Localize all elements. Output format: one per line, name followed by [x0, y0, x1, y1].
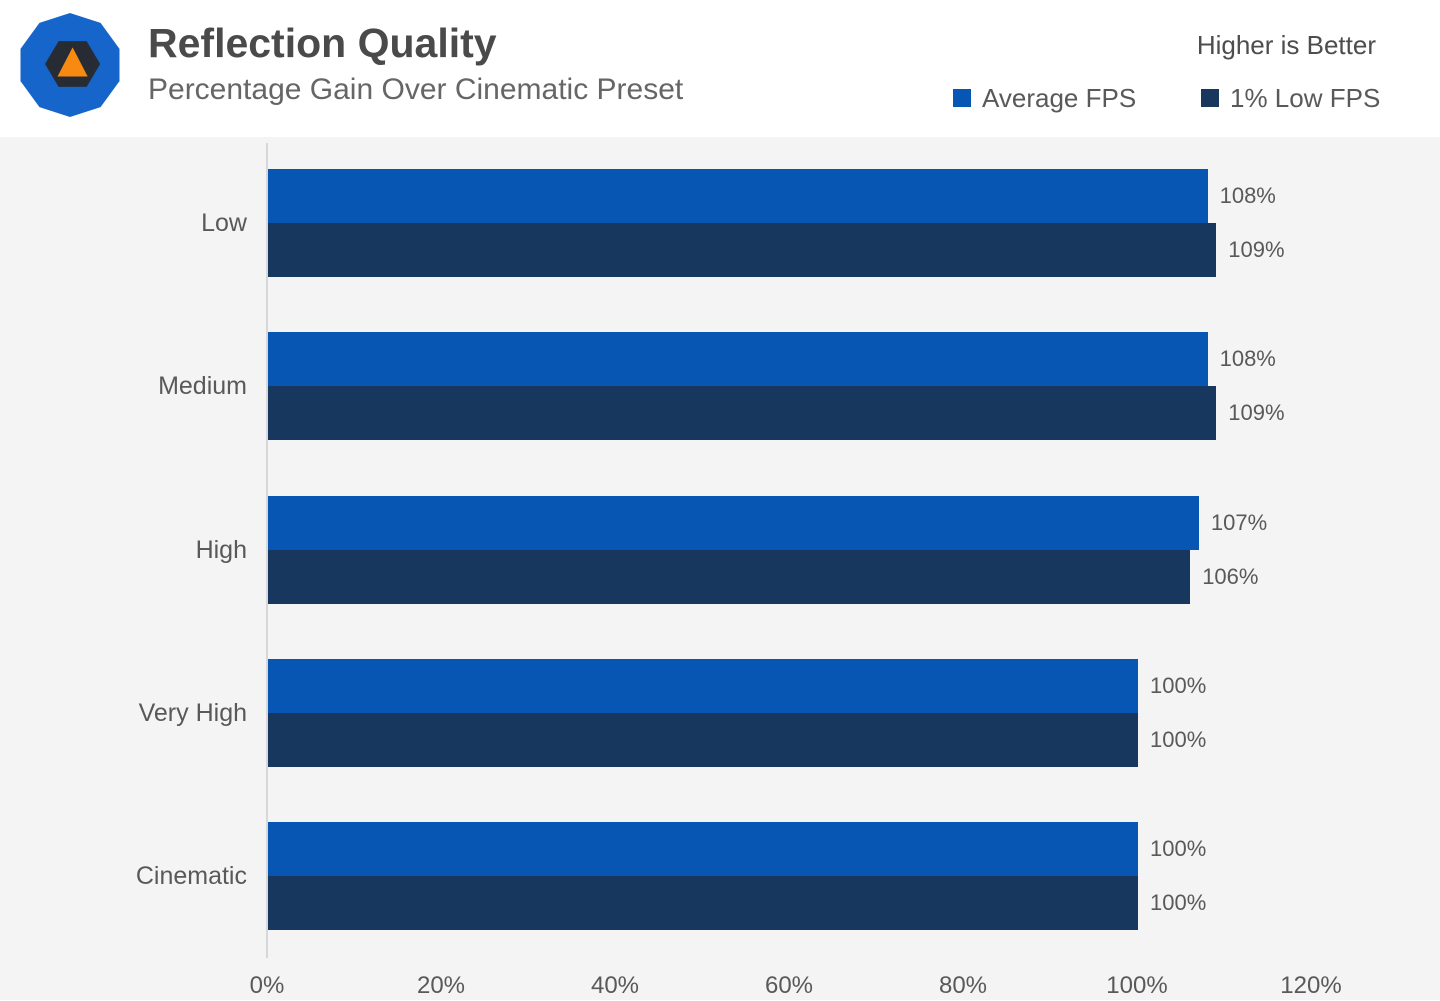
category-label: Low — [201, 209, 247, 237]
x-axis-tick-label: 60% — [764, 972, 814, 999]
bar-average-fps — [268, 658, 1138, 713]
bar-1pct-low-fps — [268, 386, 1217, 441]
x-axis-tick-label: 0% — [249, 972, 285, 999]
plot-area: Low 108% 109% Medium 108% 109% High 107% 106% Ver… — [0, 137, 1440, 1000]
bar-value-label: 106% — [1202, 563, 1259, 589]
legend-swatch-average-fps — [953, 89, 971, 107]
x-axis-tick-label: 120% — [1280, 972, 1342, 999]
x-axis-tick-label: 80% — [938, 972, 988, 999]
x-axis-tick-label: 20% — [416, 972, 466, 999]
legend-swatch-1pct-low-fps — [1201, 89, 1219, 107]
bar-value-label: 100% — [1150, 672, 1207, 698]
title-block: Reflection Quality Percentage Gain Over … — [148, 19, 683, 109]
bar-value-label: 108% — [1219, 346, 1276, 372]
bar-average-fps — [268, 822, 1138, 876]
bar-value-label: 107% — [1210, 509, 1268, 535]
x-axis-tick-label: 40% — [590, 972, 640, 999]
bar-value-label: 109% — [1228, 237, 1285, 262]
bar-average-fps — [268, 169, 1208, 223]
chart-header: Reflection Quality Percentage Gain Over … — [0, 0, 1440, 137]
x-axis-tick-label: 100% — [1106, 972, 1168, 999]
category-label: High — [195, 535, 247, 564]
higher-is-better-note: Higher is Better — [1196, 30, 1376, 60]
legend-item-1pct-low-fps: 1% Low FPS — [1201, 83, 1380, 113]
techspot-logo-icon — [20, 13, 120, 117]
category-label: Very High — [138, 698, 247, 727]
bar-average-fps — [268, 495, 1199, 550]
bar-value-label: 100% — [1150, 726, 1207, 752]
bar-value-label: 108% — [1219, 183, 1276, 208]
bar-average-fps — [268, 332, 1208, 387]
bar-1pct-low-fps — [268, 876, 1138, 930]
bar-1pct-low-fps — [268, 223, 1217, 277]
bar-value-label: 100% — [1150, 890, 1207, 915]
y-axis-line — [266, 143, 268, 958]
legend-item-average-fps: Average FPS — [953, 83, 1136, 113]
bar-value-label: 100% — [1150, 836, 1207, 861]
bar-1pct-low-fps — [268, 712, 1138, 767]
legend-label: 1% Low FPS — [1230, 82, 1381, 113]
chart-title: Reflection Quality — [148, 20, 497, 66]
bar-1pct-low-fps — [268, 549, 1191, 604]
category-label: Cinematic — [135, 862, 247, 890]
bar-value-label: 109% — [1228, 400, 1285, 426]
legend-label: Average FPS — [982, 82, 1137, 113]
category-label: Medium — [158, 372, 247, 401]
chart-subtitle: Percentage Gain Over Cinematic Preset — [148, 73, 684, 106]
